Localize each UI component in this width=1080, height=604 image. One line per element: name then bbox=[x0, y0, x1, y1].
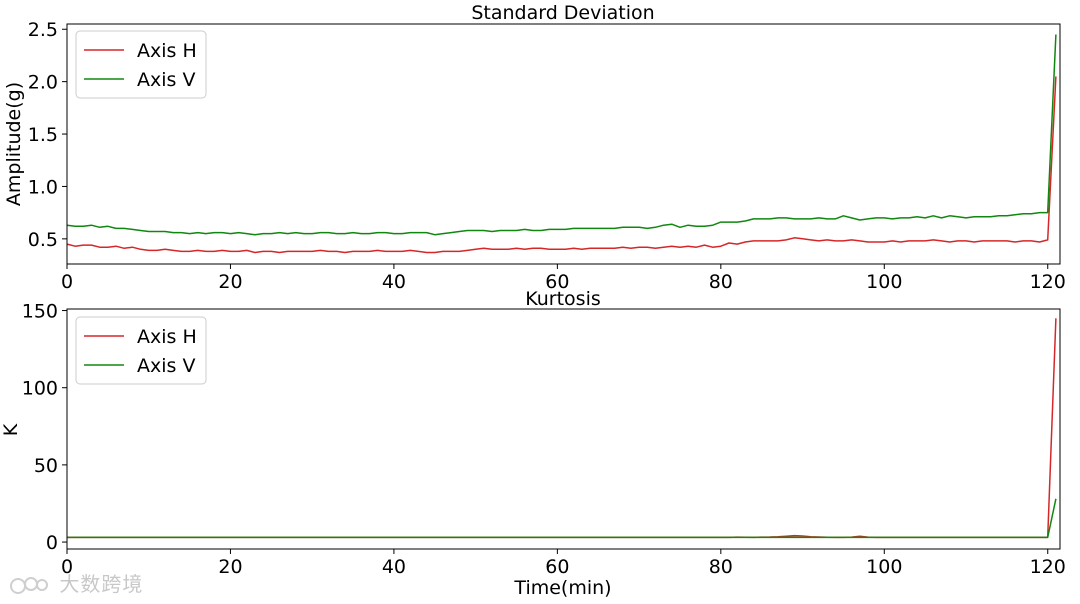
legend-label-axis-h: Axis H bbox=[137, 40, 197, 62]
legend-frame bbox=[75, 30, 207, 99]
y-tick-label: 1.0 bbox=[28, 176, 58, 198]
series-line-axis-h bbox=[66, 76, 1057, 254]
series-layer bbox=[66, 34, 1057, 254]
legend-frame bbox=[75, 316, 207, 385]
y-tick-label: 1.5 bbox=[28, 124, 58, 146]
watermark-text: 大数跨境 bbox=[59, 572, 144, 596]
y-axis-ticks: 0 50 100 150 bbox=[22, 301, 67, 554]
x-tick-label: 100 bbox=[866, 271, 902, 293]
y-tick-label: 0.5 bbox=[28, 229, 58, 251]
x-axis-ticks: 0 20 40 60 80 100 120 bbox=[61, 264, 1066, 293]
legend-label-axis-h: Axis H bbox=[137, 326, 197, 348]
y-tick-label: 50 bbox=[34, 455, 58, 477]
y-axis-label: K bbox=[0, 423, 22, 436]
x-tick-label: 100 bbox=[866, 556, 902, 578]
x-tick-label: 0 bbox=[61, 556, 73, 578]
y-tick-label: 0 bbox=[46, 532, 58, 554]
y-tick-label: 2.0 bbox=[28, 72, 58, 94]
watermark-logo-icon bbox=[10, 576, 48, 594]
y-tick-label: 2.5 bbox=[28, 19, 58, 41]
kurtosis-panel: Kurtosis K Time(min) 0 20 40 60 80 100 120 0 50… bbox=[0, 288, 1066, 599]
x-tick-label: 80 bbox=[709, 556, 733, 578]
x-tick-label: 20 bbox=[218, 271, 242, 293]
series-line-axis-h bbox=[67, 318, 1057, 539]
y-axis-ticks: 0.5 1.0 1.5 2.0 2.5 bbox=[28, 19, 67, 251]
x-tick-label: 40 bbox=[382, 556, 406, 578]
x-tick-label: 120 bbox=[1030, 556, 1066, 578]
x-axis-ticks: 0 20 40 60 80 100 120 bbox=[61, 549, 1066, 578]
y-axis-label: Amplitude(g) bbox=[3, 82, 25, 206]
watermark: 大数跨境 bbox=[8, 568, 143, 597]
chart-title: Kurtosis bbox=[525, 288, 601, 310]
legend: Axis H Axis V bbox=[75, 30, 207, 99]
x-tick-label: 120 bbox=[1030, 271, 1066, 293]
x-tick-label: 40 bbox=[382, 271, 406, 293]
x-tick-label: 20 bbox=[218, 556, 242, 578]
plot-frame bbox=[66, 23, 1061, 265]
x-tick-label: 80 bbox=[709, 271, 733, 293]
chart-title: Standard Deviation bbox=[471, 2, 654, 24]
series-line-axis-v bbox=[66, 34, 1057, 236]
plot-frame bbox=[66, 308, 1061, 550]
x-tick-label: 60 bbox=[545, 271, 569, 293]
y-tick-label: 100 bbox=[22, 378, 58, 400]
std-dev-panel: Standard Deviation Amplitude(g) 0 20 40 60 8… bbox=[3, 2, 1066, 293]
legend-label-axis-v: Axis V bbox=[137, 69, 195, 91]
series-layer bbox=[67, 318, 1057, 539]
x-tick-label: 60 bbox=[545, 556, 569, 578]
legend-label-axis-v: Axis V bbox=[137, 355, 195, 377]
y-tick-label: 150 bbox=[22, 301, 58, 323]
x-tick-label: 0 bbox=[61, 271, 73, 293]
legend: Axis H Axis V bbox=[75, 316, 207, 385]
series-line-axis-v bbox=[67, 498, 1057, 539]
x-axis-label: Time(min) bbox=[513, 577, 611, 599]
